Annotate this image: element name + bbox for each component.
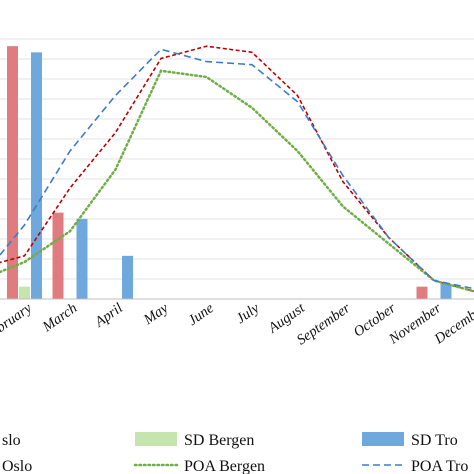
lines bbox=[0, 45, 474, 293]
bar-sd-tromso-february bbox=[31, 52, 42, 300]
line-poa-tromso bbox=[0, 48, 474, 290]
x-tick-labels: February March April May June July AugustSepte… bbox=[0, 300, 474, 349]
bar-sd-tromso-april bbox=[122, 255, 133, 299]
legend-swatch-sd-tromso bbox=[362, 432, 404, 446]
line-poa-oslo bbox=[0, 45, 474, 293]
x-tick-label-april: April bbox=[91, 300, 125, 331]
legend-label-poa-bergen: POA Bergen bbox=[184, 458, 265, 474]
bar-sd-oslo-february bbox=[7, 46, 18, 299]
legend-label-poa-oslo: Oslo bbox=[2, 458, 32, 474]
line-poa-bergen bbox=[0, 69, 474, 293]
bars bbox=[7, 46, 452, 300]
x-tick-label-june: June bbox=[185, 300, 217, 329]
legend-label-poa-tromso: POA Tro bbox=[411, 458, 468, 474]
bar-sd-tromso-march bbox=[76, 218, 88, 299]
legend-label-sd-tromso: SD Tro bbox=[411, 432, 458, 449]
x-tick-label-july: July bbox=[233, 300, 262, 327]
legend: slo SD Bergen SD Tro Oslo POA Bergen POA… bbox=[2, 432, 468, 474]
legend-label-sd-oslo: slo bbox=[2, 432, 21, 449]
x-tick-label-february: February bbox=[0, 300, 35, 345]
gridlines bbox=[0, 38, 474, 280]
bar-sd-bergen-february bbox=[19, 286, 30, 299]
legend-swatch-sd-bergen bbox=[135, 432, 177, 446]
x-tick-label-march: March bbox=[39, 300, 80, 336]
legend-label-sd-bergen: SD Bergen bbox=[184, 432, 254, 449]
bar-sd-oslo-november bbox=[416, 286, 428, 299]
bar-sd-tromso-november bbox=[440, 283, 452, 299]
bar-sd-oslo-march bbox=[52, 212, 64, 299]
x-tick-label-may: May bbox=[140, 300, 172, 329]
